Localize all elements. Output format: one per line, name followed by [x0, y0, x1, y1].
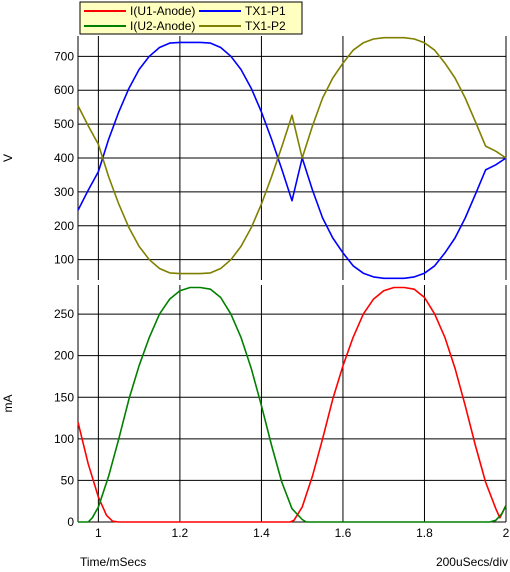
current-y-tick-label: 250 — [54, 307, 74, 321]
x-tick-label: 1.4 — [253, 526, 270, 540]
legend-label: TX1-P2 — [245, 19, 286, 33]
current-y-axis-label: mA — [1, 395, 15, 413]
x-tick-label: 1.6 — [335, 526, 352, 540]
voltage-y-tick-label: 400 — [54, 151, 74, 165]
legend-label: I(U2-Anode) — [130, 19, 195, 33]
legend-label: I(U1-Anode) — [130, 4, 195, 18]
x-axis-label: Time/mSecs — [80, 555, 146, 569]
current-y-tick-label: 50 — [61, 473, 75, 487]
series-line-i-u1-anode- — [77, 286, 507, 523]
series-line-tx1-p2 — [77, 36, 507, 275]
x-tick-label: 2 — [503, 526, 510, 540]
series-line-i-u2-anode- — [78, 286, 507, 523]
x-tick-label: 1.8 — [416, 526, 433, 540]
current-y-tick-label: 150 — [54, 390, 74, 404]
legend-box — [79, 1, 303, 35]
voltage-y-tick-label: 100 — [54, 253, 74, 267]
current-y-tick-label: 100 — [54, 432, 74, 446]
current-y-tick-label: 0 — [67, 515, 74, 529]
legend-label: TX1-P1 — [245, 4, 286, 18]
voltage-y-tick-label: 200 — [54, 219, 74, 233]
voltage-y-axis-label: V — [1, 154, 15, 162]
current-y-tick-label: 200 — [54, 349, 74, 363]
voltage-y-tick-label: 700 — [54, 49, 74, 63]
voltage-y-tick-label: 300 — [54, 185, 74, 199]
series-line-tx1-p1 — [77, 41, 507, 280]
x-tick-label: 1 — [95, 526, 102, 540]
voltage-y-tick-label: 500 — [54, 117, 74, 131]
voltage-y-tick-label: 600 — [54, 83, 74, 97]
x-tick-label: 1.2 — [172, 526, 189, 540]
x-division-note: 200uSecs/div — [436, 555, 508, 569]
